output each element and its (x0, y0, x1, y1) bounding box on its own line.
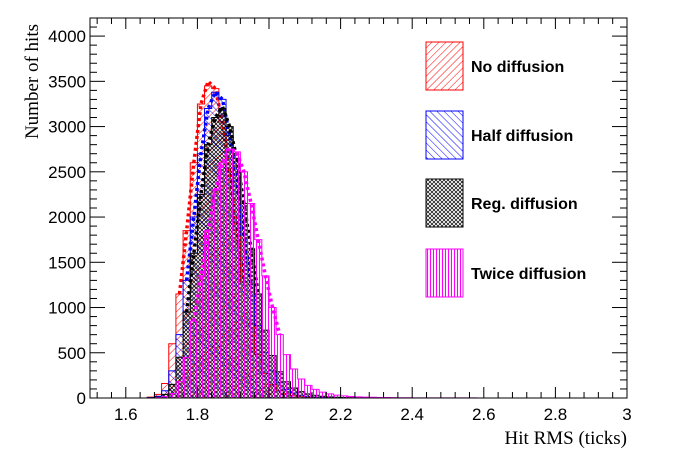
histogram-bin (340, 395, 348, 398)
legend-swatch (425, 248, 464, 298)
histogram-bin (168, 384, 176, 398)
histogram-bin (211, 189, 219, 398)
legend-label: Half diffusion (471, 128, 573, 145)
y-tick-label: 1000 (48, 299, 86, 318)
legend-swatch (425, 178, 464, 228)
legend-entry: No diffusion (425, 41, 564, 91)
histogram-bin (233, 151, 241, 398)
histogram-bin (183, 312, 191, 398)
y-tick-label: 0 (77, 389, 86, 408)
x-tick-label: 2.8 (544, 405, 568, 424)
histogram-bin (347, 396, 355, 398)
histogram-bin (226, 149, 234, 398)
histogram-bin (175, 357, 184, 398)
histogram-bin (175, 381, 184, 398)
y-tick-label: 4000 (48, 27, 86, 46)
y-tick-label: 3000 (48, 118, 86, 137)
legend-label: No diffusion (471, 59, 564, 76)
histogram-bin (240, 171, 248, 398)
histogram-bin (190, 321, 198, 398)
histogram-bin (326, 393, 334, 398)
histogram-bin (304, 385, 312, 398)
x-tick-label: 1.6 (114, 405, 138, 424)
axes: 1.6 1.8 2 2.2 2.4 2.6 2.8 3 0 500 1000 1500 2000 2500… (48, 17, 632, 424)
legend-entry: Twice diffusion (425, 248, 586, 298)
x-tick-label: 2.2 (329, 405, 353, 424)
histogram-bin (204, 230, 212, 398)
histogram-bin (247, 203, 255, 398)
histogram-bin (197, 275, 205, 398)
histogram-bin (333, 395, 341, 398)
x-tick-label: 2.4 (400, 405, 424, 424)
histogram-bin (283, 354, 291, 398)
histogram-bin (276, 334, 284, 398)
legend: No diffusion Half diffusion Reg. diffusion… (425, 41, 586, 298)
legend-swatch (425, 41, 464, 91)
legend-swatch (425, 110, 464, 160)
histogram-bin (311, 389, 320, 398)
histogram-bin (183, 357, 191, 398)
y-tick-label: 2000 (48, 208, 86, 227)
legend-entry: Half diffusion (425, 110, 573, 160)
fit-curve (192, 146, 282, 336)
histogram-bin (297, 379, 305, 398)
histogram-bin (354, 396, 363, 398)
histogram-bin (319, 392, 327, 398)
x-tick-label: 2.6 (472, 405, 496, 424)
histogram-bin (269, 307, 277, 398)
legend-entry: Reg. diffusion (425, 178, 578, 228)
y-tick-label: 3500 (48, 72, 86, 91)
histogram-bin (161, 396, 169, 398)
y-tick-label: 2500 (48, 163, 86, 182)
plot-area (90, 79, 627, 399)
histogram-bin (254, 239, 262, 398)
legend-label: Reg. diffusion (471, 196, 578, 213)
legend-label: Twice diffusion (471, 266, 586, 283)
y-axis-title: Number of hits (22, 24, 43, 139)
x-tick-label: 2 (264, 405, 273, 424)
y-tick-label: 500 (58, 344, 86, 363)
fit-curve (177, 79, 246, 295)
histogram-bin (290, 369, 298, 398)
histogram-bin (261, 275, 269, 398)
x-tick-label: 3 (622, 405, 631, 424)
y-tick-label: 1500 (48, 253, 86, 272)
x-axis-title: Hit RMS (ticks) (505, 428, 627, 449)
histogram-bin (218, 162, 227, 398)
x-tick-label: 1.8 (186, 405, 210, 424)
histogram-bin (168, 393, 176, 398)
